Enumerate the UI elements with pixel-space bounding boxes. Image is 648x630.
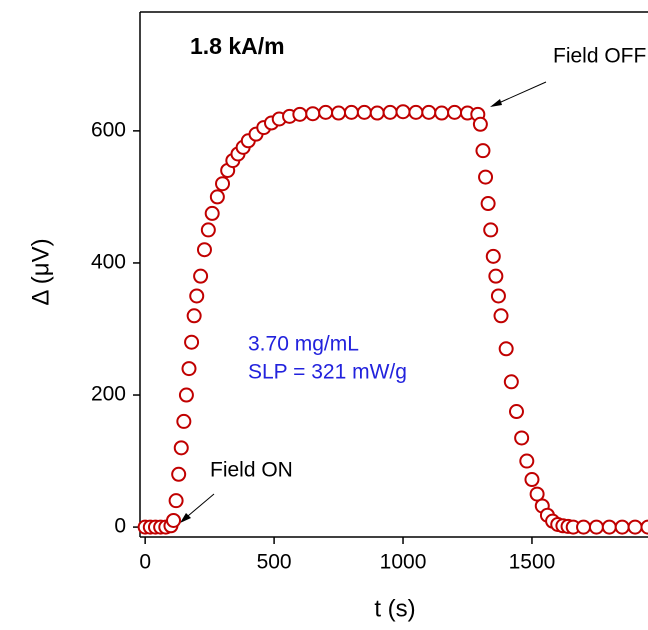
x-tick-label: 1000 [380, 551, 427, 574]
point [209, 189, 225, 205]
point [200, 222, 216, 238]
annotation-off: Field OFF [553, 45, 646, 68]
x-axis-label: t (s) [374, 595, 415, 622]
point [292, 106, 308, 122]
field-label: 1.8 kA/m [190, 33, 285, 59]
point [176, 413, 192, 429]
point [434, 105, 450, 121]
point [204, 205, 220, 221]
point [447, 104, 463, 120]
point [215, 176, 231, 192]
point [356, 104, 372, 120]
point [627, 519, 643, 535]
point [173, 440, 189, 456]
point [485, 248, 501, 264]
y-tick-label: 400 [91, 250, 126, 273]
point [305, 106, 321, 122]
point [408, 104, 424, 120]
point [193, 268, 209, 284]
point [588, 519, 604, 535]
point [395, 104, 411, 120]
y-axis-label: Δ (μV) [27, 238, 54, 305]
point [503, 374, 519, 390]
point [640, 519, 648, 535]
point [488, 268, 504, 284]
point [601, 519, 617, 535]
point [498, 341, 514, 357]
y-tick-label: 600 [91, 118, 126, 141]
slp: SLP = 321 mW/g [248, 361, 407, 384]
concentration: 3.70 mg/mL [248, 333, 359, 356]
point [189, 288, 205, 304]
point [318, 104, 334, 120]
point [524, 472, 540, 488]
arrow-head [490, 99, 502, 107]
point [168, 493, 184, 509]
x-tick-label: 500 [257, 551, 292, 574]
point [614, 519, 630, 535]
point [475, 143, 491, 159]
point [490, 288, 506, 304]
point [478, 169, 494, 185]
x-tick-label: 0 [139, 551, 151, 574]
point [519, 453, 535, 469]
point [576, 519, 592, 535]
point [382, 104, 398, 120]
y-tick-label: 200 [91, 383, 126, 406]
point [178, 387, 194, 403]
point [171, 466, 187, 482]
point [472, 116, 488, 132]
y-tick-label: 0 [114, 515, 126, 538]
annotation-on: Field ON [210, 459, 293, 482]
point [186, 308, 202, 324]
point [483, 222, 499, 238]
x-tick-label: 1500 [509, 551, 556, 574]
point [480, 196, 496, 212]
point [508, 404, 524, 420]
point [166, 512, 182, 528]
point [331, 105, 347, 121]
point [184, 334, 200, 350]
point [514, 430, 530, 446]
point [343, 104, 359, 120]
point [369, 105, 385, 121]
point [421, 104, 437, 120]
point [493, 308, 509, 324]
arrow-head [180, 513, 191, 523]
point [196, 242, 212, 258]
point [181, 361, 197, 377]
